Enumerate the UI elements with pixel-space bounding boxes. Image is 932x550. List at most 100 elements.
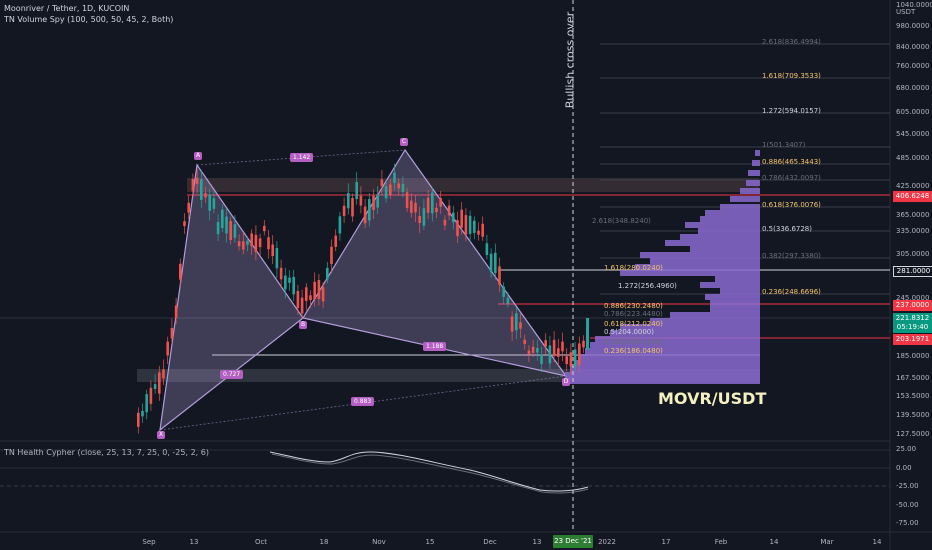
osc-axis-tick[interactable]: 0.00 — [896, 464, 912, 472]
candle-body — [506, 297, 510, 304]
price-axis-tick[interactable]: 153.5000 — [896, 392, 930, 400]
time-axis-tick[interactable]: 2022 — [598, 538, 616, 546]
fib-level-label: 0.886(465.3443) — [762, 158, 821, 166]
candle-body — [426, 197, 430, 213]
candle-body — [317, 280, 321, 299]
candle-body — [351, 198, 354, 217]
candle-body — [149, 387, 153, 404]
volume-profile-bar — [685, 222, 760, 228]
price-axis-tick[interactable]: 425.0000 — [896, 182, 930, 190]
candle-body — [216, 221, 220, 235]
vp-fib-level-label: 0.786(223.4480) — [604, 310, 663, 318]
candle-body — [431, 192, 434, 214]
candle-body — [536, 348, 539, 353]
candle-body — [452, 212, 455, 223]
volume-profile-bar — [705, 294, 760, 300]
price-axis-tick[interactable]: 1040.0000 — [896, 1, 932, 9]
candle-body — [158, 372, 161, 394]
volume-profile-bar — [720, 288, 760, 294]
price-axis-tick[interactable]: 680.0000 — [896, 84, 930, 92]
candle-body — [191, 179, 195, 192]
price-axis-tick[interactable]: 760.0000 — [896, 62, 930, 70]
time-axis-tick[interactable]: 14 — [872, 538, 882, 546]
price-axis-tick[interactable]: 185.0000 — [896, 352, 930, 360]
fib-level-label: 0.236(248.6696) — [762, 288, 821, 296]
pattern-xab-triangle — [159, 163, 304, 432]
pattern-ratio-label: 1.142 — [290, 153, 314, 162]
price-axis-tick[interactable]: 245.0000 — [896, 294, 930, 302]
price-axis-tick[interactable]: 605.0000 — [896, 108, 930, 116]
candle-body — [208, 194, 211, 211]
time-axis-tick[interactable]: 14 — [769, 538, 779, 546]
time-axis-tick[interactable]: 13 — [532, 538, 542, 546]
volume-profile-bar — [620, 324, 760, 330]
candle-body — [338, 216, 342, 234]
time-axis-tick[interactable]: 13 — [189, 538, 199, 546]
osc-axis-tick[interactable]: -50.00 — [896, 501, 919, 509]
fib-level-label: 1(501.3407) — [762, 141, 806, 149]
volume-profile-bar — [665, 240, 760, 246]
health-cypher-signal — [271, 453, 589, 494]
vp-fib-level-label: 1.618(280.0240) — [604, 264, 663, 272]
time-axis-tick[interactable]: Sep — [142, 538, 156, 546]
price-axis-tick[interactable]: 305.0000 — [896, 250, 930, 258]
time-axis-tick[interactable]: Oct — [254, 538, 268, 546]
time-axis-tick[interactable]: 15 — [425, 538, 435, 546]
pattern-point-a[interactable]: A — [194, 152, 202, 160]
candle-body — [342, 205, 346, 216]
candle-body — [326, 267, 329, 280]
price-tag-level: 281.0000 — [893, 266, 932, 277]
candle-body — [410, 200, 413, 213]
candle-body — [502, 286, 505, 297]
time-axis-tick[interactable]: Mar — [820, 538, 834, 546]
candle-body — [544, 340, 547, 347]
osc-axis-tick[interactable]: 25.00 — [896, 445, 917, 453]
candle-body — [510, 316, 514, 332]
candle-body — [296, 290, 300, 308]
candle-body — [548, 345, 552, 364]
pattern-point-d[interactable]: D — [562, 378, 570, 386]
time-axis-tick[interactable]: 18 — [319, 538, 329, 546]
candle-body — [363, 206, 367, 224]
candle-body — [225, 216, 228, 234]
crosshair-date-label: 23 Dec '21 — [553, 535, 593, 548]
time-axis-tick[interactable]: Nov — [372, 538, 386, 546]
price-axis-tick[interactable]: 139.5000 — [896, 411, 930, 419]
time-axis-tick[interactable]: Feb — [714, 538, 728, 546]
candle-body — [473, 220, 476, 233]
price-axis-tick[interactable]: 980.0000 — [896, 22, 930, 30]
candle-body — [439, 198, 442, 207]
price-axis-tick[interactable]: 840.0000 — [896, 43, 930, 51]
candle-body — [221, 209, 224, 228]
price-axis-tick[interactable]: 127.5000 — [896, 430, 930, 438]
pattern-point-b[interactable]: B — [299, 321, 307, 329]
pattern-point-c[interactable]: C — [400, 138, 408, 146]
candle-body — [330, 246, 333, 265]
candle-body — [557, 348, 560, 357]
volume-spy-legend[interactable]: TN Volume Spy (100, 500, 50, 45, 2, Both… — [4, 15, 174, 24]
pattern-point-x[interactable]: X — [157, 431, 165, 439]
candle-body — [271, 244, 274, 257]
price-axis-tick[interactable]: 167.5000 — [896, 374, 930, 382]
price-tag-resistance: 237.0000 — [893, 300, 932, 311]
volume-profile-bar — [585, 348, 760, 354]
health-cypher-legend[interactable]: TN Health Cypher (close, 25, 13, 7, 25, … — [4, 448, 209, 457]
price-axis-tick[interactable]: 485.0000 — [896, 154, 930, 162]
vp-fib-level-label: 0.236(186.0480) — [604, 347, 663, 355]
volume-profile-bar — [715, 276, 760, 282]
candle-body — [267, 237, 270, 250]
chart-title: Moonriver / Tether, 1D, KUCOIN — [4, 4, 130, 13]
time-axis-tick[interactable]: 17 — [661, 538, 671, 546]
price-axis-tick[interactable]: 365.0000 — [896, 211, 930, 219]
pattern-ratio-label: 1.188 — [423, 342, 447, 351]
price-axis-tick[interactable]: 545.0000 — [896, 130, 930, 138]
volume-profile-bar — [730, 196, 760, 202]
volume-profile-bar — [635, 264, 760, 270]
fib-level-label: 0.786(432.0097) — [762, 174, 821, 182]
price-axis-tick[interactable]: 335.0000 — [896, 227, 930, 235]
osc-axis-tick[interactable]: -25.00 — [896, 482, 919, 490]
price-axis-currency: USDT — [896, 8, 916, 16]
osc-axis-tick[interactable]: -75.00 — [896, 519, 919, 527]
time-axis-tick[interactable]: Dec — [483, 538, 497, 546]
